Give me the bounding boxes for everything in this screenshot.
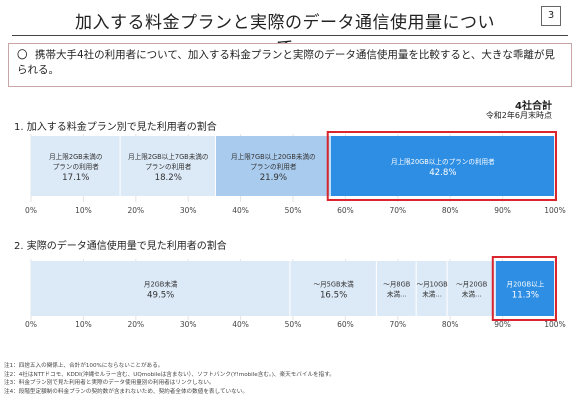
highlight-frame bbox=[326, 131, 557, 201]
title-divider bbox=[12, 35, 568, 36]
footnote: 注3：料金プラン別で見た利用者と実際のデータ使用量別の利用者はリンクしない。 bbox=[4, 380, 215, 387]
tick-label: 50% bbox=[285, 206, 302, 215]
tick-label: 80% bbox=[442, 320, 459, 329]
bar-segment bbox=[447, 261, 495, 316]
data-label: 11.3% bbox=[512, 291, 539, 301]
tick-label: 80% bbox=[442, 206, 459, 215]
segment-label: 未満… bbox=[422, 290, 442, 299]
footnote: 注1：四捨五入の関係上、合計が100%にならないことがある。 bbox=[4, 363, 164, 369]
summary-box: 〇携帯大手4社の利用者について、加入する料金プランと実際のデータ通信使用量を比較… bbox=[8, 43, 572, 87]
tick-label: 30% bbox=[180, 206, 197, 215]
bar-segment bbox=[120, 136, 215, 196]
data-label: 16.5% bbox=[320, 291, 347, 301]
tick-label: 30% bbox=[180, 320, 197, 329]
bar-segment bbox=[495, 261, 554, 316]
data-label: 18.2% bbox=[155, 173, 182, 183]
data-label: 21.9% bbox=[260, 173, 287, 183]
tick-label: 10% bbox=[75, 206, 92, 215]
bar-segment bbox=[376, 261, 416, 316]
segment-label: ～月10GB bbox=[417, 281, 449, 289]
bar-segment bbox=[31, 261, 290, 316]
segment-label: プランの利用者 bbox=[53, 162, 100, 171]
segment-label: 月20GB以上 bbox=[506, 280, 544, 289]
as-of-date: 令和2年6月末時点 bbox=[485, 111, 552, 120]
segment-label: 月上限20GB以上のプランの利用者 bbox=[391, 157, 495, 166]
tick-label: 10% bbox=[75, 320, 92, 329]
bar-segment bbox=[31, 136, 120, 196]
circle-marker-icon: 〇 bbox=[17, 49, 28, 61]
tick-label: 60% bbox=[337, 206, 354, 215]
tick-label: 70% bbox=[389, 206, 406, 215]
segment-label: ～月8GB bbox=[383, 281, 410, 289]
tick-label: 20% bbox=[127, 320, 144, 329]
tick-label: 50% bbox=[285, 320, 302, 329]
segment-label: 月上限7GB以上20GB未満の bbox=[231, 152, 316, 161]
footnotes: 注1：四捨五入の関係上、合計が100%にならないことがある。 注2：4社はNTT… bbox=[4, 362, 574, 396]
data-label: 49.5% bbox=[147, 291, 174, 301]
segment-label: ～月20GB bbox=[456, 281, 488, 289]
total-badge: 4社合計 bbox=[515, 101, 552, 112]
summary-text: 携帯大手4社の利用者について、加入する料金プランと実際のデータ通信使用量を比較す… bbox=[17, 49, 555, 76]
segment-label: 月上限2GB未満の bbox=[49, 152, 102, 161]
page-number: 3 bbox=[541, 6, 561, 26]
tick-label: 40% bbox=[232, 206, 249, 215]
segment-label: 未満… bbox=[462, 290, 482, 299]
highlight-frame bbox=[491, 256, 557, 321]
tick-label: 0% bbox=[25, 320, 37, 329]
segment-label: プランの利用者 bbox=[250, 162, 297, 171]
tick-label: 100% bbox=[544, 320, 565, 329]
bar-segment bbox=[215, 136, 330, 196]
bar-segment bbox=[416, 261, 447, 316]
tick-label: 90% bbox=[494, 320, 511, 329]
tick-label: 0% bbox=[25, 206, 37, 215]
data-label: 42.8% bbox=[429, 168, 456, 178]
footnote: 注4：段階型定額制の料金プランの契約数が含まれないため、契約者全体の数値を表して… bbox=[4, 388, 248, 395]
segment-label: 未満… bbox=[387, 290, 407, 299]
segment-label: 月2GB未満 bbox=[144, 280, 178, 289]
segment-label: ～月5GB未満 bbox=[314, 280, 355, 289]
bar-segment bbox=[290, 261, 376, 316]
chart-2-title: 2. 実際のデータ通信使用量で見た利用者の割合 bbox=[14, 241, 227, 252]
segment-label: プランの利用者 bbox=[145, 162, 192, 171]
data-label: 17.1% bbox=[62, 173, 89, 183]
tick-label: 100% bbox=[544, 206, 565, 215]
tick-label: 70% bbox=[389, 320, 406, 329]
tick-label: 90% bbox=[494, 206, 511, 215]
tick-label: 60% bbox=[337, 320, 354, 329]
tick-label: 40% bbox=[232, 320, 249, 329]
bar-segment bbox=[330, 136, 554, 196]
chart-1-title: 1. 加入する料金プラン別で見た利用者の割合 bbox=[14, 122, 217, 133]
segment-label: 月上限2GB以上7GB未満の bbox=[128, 152, 208, 161]
tick-label: 20% bbox=[127, 206, 144, 215]
footnote: 注2：4社はNTTドコモ、KDDI(沖縄セルラー含む、UQmobileは含まない… bbox=[4, 371, 335, 378]
